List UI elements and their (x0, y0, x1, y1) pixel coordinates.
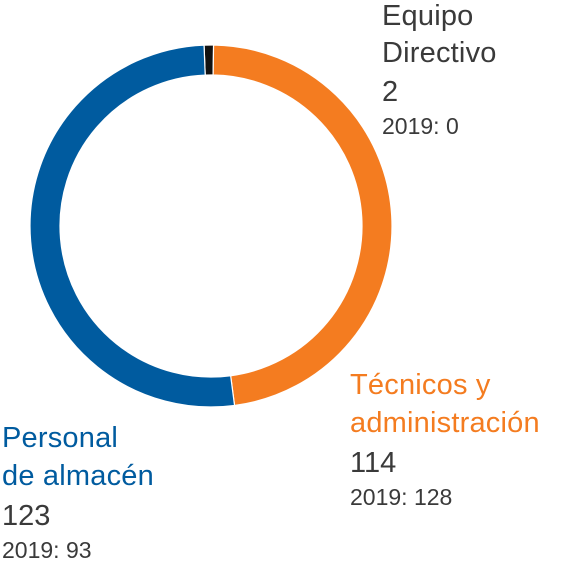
segment-name-line: de almacén (2, 460, 154, 492)
segment-value: 2 (382, 76, 399, 108)
donut-slice-1 (212, 44, 393, 407)
segment-name-line: Directivo (382, 37, 497, 69)
label-personal-almacen: Personal de almacén 123 2019: 93 (2, 424, 154, 562)
donut-slice-2 (29, 44, 236, 408)
segment-previous-year: 2019: 0 (382, 113, 459, 139)
segment-name-line: administración (350, 407, 540, 439)
segment-name-line: Personal (2, 422, 119, 454)
segment-value: 123 (2, 500, 51, 532)
label-equipo-directivo: Equipo Directivo 2 2019: 0 (382, 2, 497, 138)
segment-previous-year: 2019: 128 (350, 484, 453, 510)
segment-value: 114 (350, 447, 397, 479)
label-tecnicos-administracion: Técnicos y administración 114 2019: 128 (350, 371, 540, 509)
segment-name-line: Técnicos y (350, 369, 491, 401)
segment-previous-year: 2019: 93 (2, 537, 92, 563)
segment-name-line: Equipo (382, 0, 474, 32)
